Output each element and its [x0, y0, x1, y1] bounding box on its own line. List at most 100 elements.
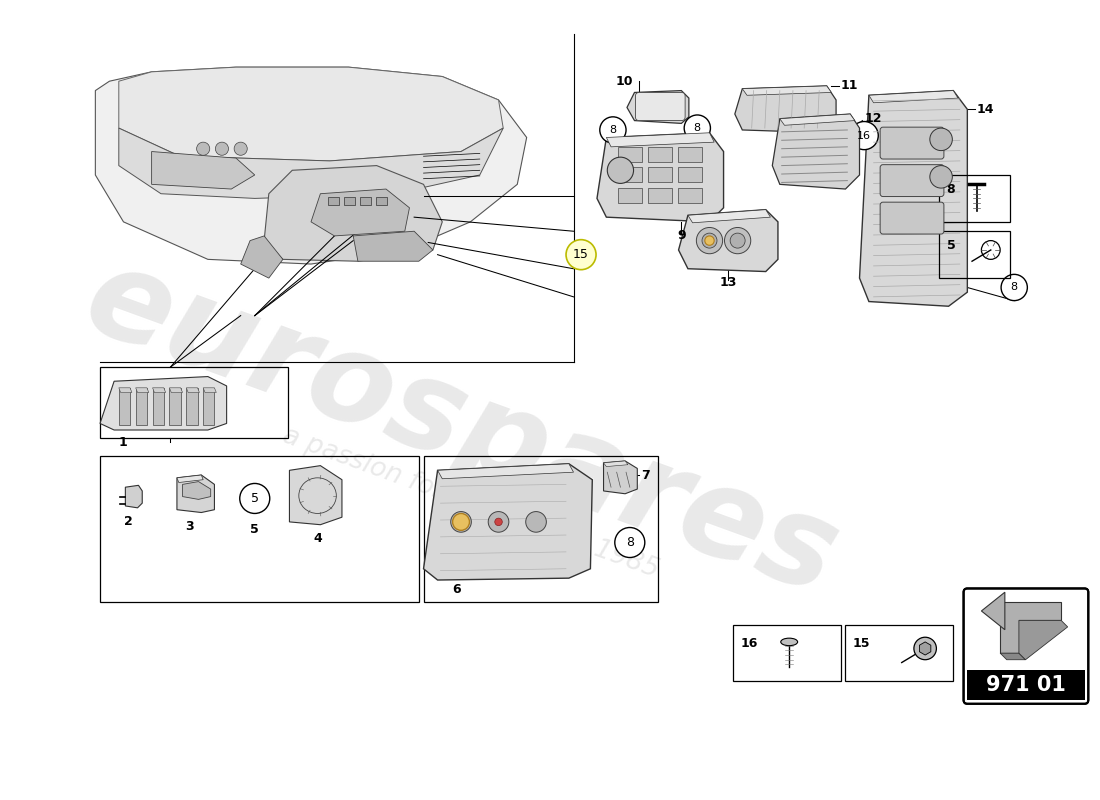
FancyBboxPatch shape [964, 589, 1088, 704]
Bar [169, 388, 180, 426]
Circle shape [197, 142, 210, 155]
Bar [678, 188, 702, 203]
Text: 10: 10 [616, 74, 634, 88]
Bar [617, 147, 642, 162]
Bar [967, 670, 1085, 700]
Polygon shape [153, 388, 166, 393]
Polygon shape [177, 475, 214, 513]
Text: 12: 12 [865, 112, 882, 126]
Text: 971 01: 971 01 [986, 675, 1066, 695]
Polygon shape [424, 464, 592, 580]
Polygon shape [264, 166, 442, 262]
Bar [153, 388, 164, 426]
Polygon shape [859, 90, 967, 306]
Polygon shape [311, 189, 409, 236]
Circle shape [607, 157, 634, 183]
Bar [100, 456, 419, 602]
Polygon shape [186, 388, 199, 393]
Bar [100, 367, 287, 438]
Polygon shape [597, 133, 724, 222]
Circle shape [216, 142, 229, 155]
Polygon shape [96, 67, 527, 264]
Text: 8: 8 [947, 182, 955, 195]
Circle shape [240, 483, 270, 514]
Polygon shape [606, 133, 714, 147]
Text: 9: 9 [678, 230, 685, 242]
Bar [733, 625, 840, 682]
Text: 16: 16 [857, 130, 871, 141]
Polygon shape [177, 475, 204, 482]
Circle shape [702, 233, 717, 248]
Text: eurospares: eurospares [69, 236, 852, 620]
Bar [678, 167, 702, 182]
Polygon shape [627, 90, 689, 123]
Polygon shape [735, 86, 836, 133]
Bar [424, 456, 658, 602]
Bar [939, 175, 1010, 222]
Text: 13: 13 [719, 276, 737, 290]
Circle shape [705, 236, 714, 246]
Text: 1: 1 [119, 436, 128, 449]
Text: 5: 5 [251, 523, 260, 536]
Bar [617, 188, 642, 203]
Text: 15: 15 [852, 638, 870, 650]
Text: 4: 4 [314, 532, 322, 546]
Polygon shape [780, 114, 855, 126]
Polygon shape [169, 388, 183, 393]
Ellipse shape [488, 511, 509, 532]
Ellipse shape [526, 511, 547, 532]
Polygon shape [119, 388, 132, 393]
Polygon shape [119, 67, 503, 161]
Circle shape [850, 122, 878, 150]
Bar [617, 167, 642, 182]
Polygon shape [100, 377, 227, 430]
Text: 2: 2 [124, 515, 132, 528]
Circle shape [600, 117, 626, 143]
Text: 3: 3 [185, 520, 194, 533]
Bar [344, 198, 355, 205]
Polygon shape [1000, 653, 1025, 660]
Bar [328, 198, 339, 205]
Polygon shape [204, 388, 217, 393]
Text: a passion for parts since 1985: a passion for parts since 1985 [278, 422, 662, 583]
Polygon shape [869, 90, 958, 102]
Text: 11: 11 [840, 79, 858, 92]
Circle shape [234, 142, 248, 155]
Polygon shape [604, 461, 637, 494]
Bar [846, 625, 954, 682]
Polygon shape [289, 466, 342, 525]
Circle shape [566, 240, 596, 270]
Text: 5: 5 [251, 492, 258, 505]
Circle shape [1001, 274, 1027, 301]
Polygon shape [1019, 620, 1068, 660]
Circle shape [696, 227, 723, 254]
Text: 8: 8 [626, 536, 634, 549]
Circle shape [914, 638, 936, 660]
Bar [648, 147, 672, 162]
Polygon shape [981, 592, 1004, 630]
Polygon shape [438, 464, 573, 478]
Polygon shape [679, 210, 778, 271]
Polygon shape [742, 86, 832, 95]
Circle shape [452, 514, 470, 530]
Ellipse shape [781, 638, 798, 646]
Bar [678, 147, 702, 162]
Bar [204, 388, 214, 426]
Polygon shape [772, 114, 859, 189]
Bar [186, 388, 198, 426]
Polygon shape [688, 210, 770, 222]
Text: 15: 15 [573, 248, 588, 261]
Bar [376, 198, 387, 205]
Polygon shape [135, 388, 149, 393]
Text: 14: 14 [977, 103, 994, 116]
FancyBboxPatch shape [880, 165, 944, 197]
Polygon shape [183, 482, 211, 499]
Bar [135, 388, 147, 426]
Polygon shape [119, 128, 503, 198]
Polygon shape [125, 486, 142, 508]
Bar [360, 198, 371, 205]
Circle shape [615, 527, 645, 558]
FancyBboxPatch shape [880, 202, 944, 234]
FancyBboxPatch shape [880, 127, 944, 159]
Text: 5: 5 [947, 238, 956, 252]
